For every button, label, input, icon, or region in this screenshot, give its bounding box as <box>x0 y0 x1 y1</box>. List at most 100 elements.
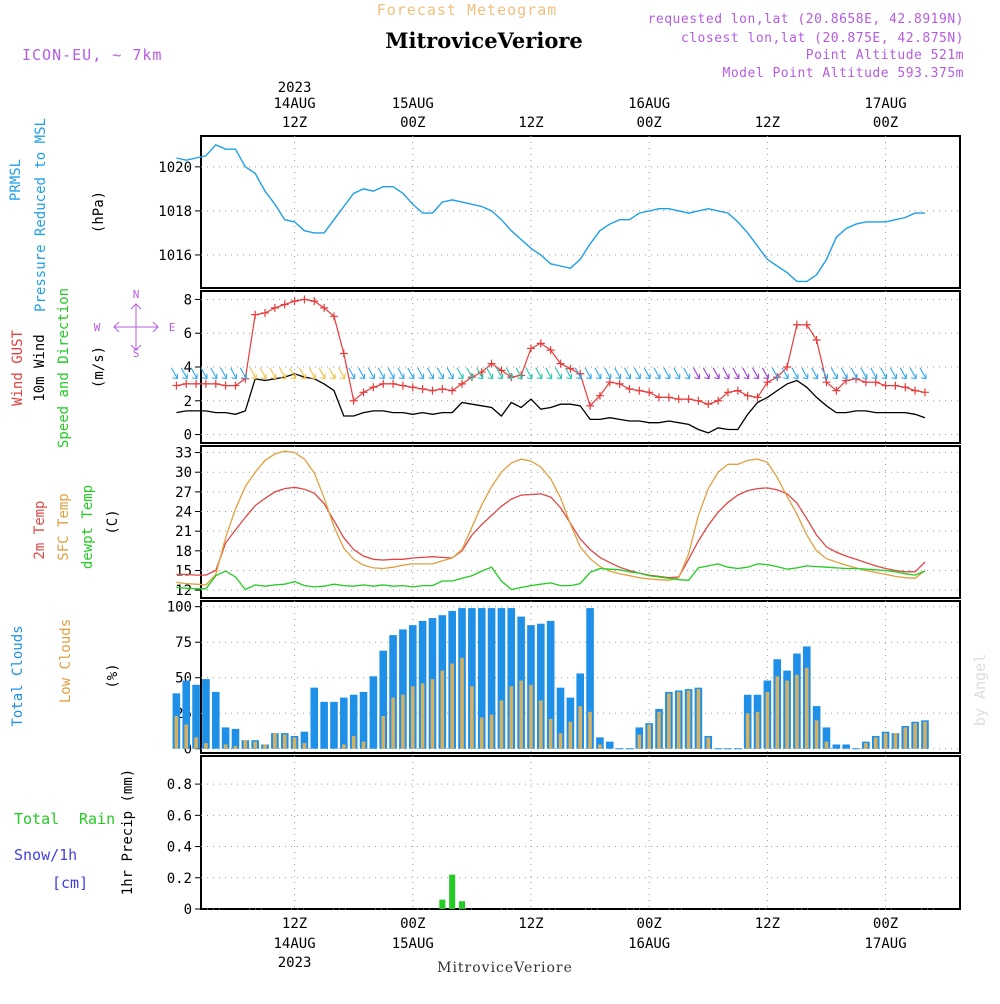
compass-n: N <box>133 288 140 301</box>
wind-arrow <box>604 367 612 380</box>
low-cloud-bar <box>401 694 405 749</box>
wind-arrow <box>791 367 799 380</box>
gust-marker <box>458 379 467 388</box>
wind-arrow <box>436 367 444 380</box>
y-tick-label: 0 <box>184 428 192 444</box>
total-cloud-bar <box>320 701 328 749</box>
y-tick-label: 1020 <box>158 160 192 176</box>
wind-arrow <box>515 367 523 380</box>
wind-arrow <box>486 367 494 380</box>
gust-marker <box>398 381 407 390</box>
subtitle: Forecast Meteogram <box>377 1 558 19</box>
low-cloud-bar <box>903 727 908 749</box>
wind-arrow <box>535 367 543 380</box>
gust-marker <box>526 344 535 353</box>
gust-marker <box>408 383 417 392</box>
compass-cross <box>113 303 159 351</box>
top-time-label: 00Z <box>637 115 662 131</box>
gust-marker <box>369 383 378 392</box>
low-cloud-bar <box>450 663 454 749</box>
wind-arrow <box>318 367 326 380</box>
top-day-label: 17AUG <box>864 96 906 112</box>
wind-arrow <box>456 367 464 380</box>
total-cloud-bar <box>202 679 210 749</box>
low-cloud-bar <box>883 733 888 749</box>
wind-arrow <box>279 367 287 380</box>
bottom-time-label: 00Z <box>400 916 425 932</box>
gust-marker <box>546 346 555 355</box>
wind-arrow <box>210 367 218 380</box>
low-cloud-bar <box>253 741 257 749</box>
gust-marker <box>861 378 870 387</box>
low-cloud-bar <box>302 743 307 749</box>
low-cloud-bar <box>647 724 651 749</box>
gust-marker <box>418 384 427 393</box>
total-cloud-bar <box>487 608 496 749</box>
gust-marker <box>251 310 260 319</box>
gust-marker <box>920 388 929 397</box>
y-label-total: Total Clouds <box>10 625 26 726</box>
low-cloud-bar <box>637 734 642 749</box>
total-cloud-bar <box>399 629 407 749</box>
gust-marker <box>280 300 289 309</box>
gust-marker <box>566 364 575 373</box>
y-label-hpa: (hPa) <box>91 191 107 233</box>
panel-frame <box>200 445 961 599</box>
bottom-day-label: 15AUG <box>392 936 434 952</box>
wind-arrow <box>525 367 533 380</box>
gust-marker <box>448 386 457 395</box>
low-cloud-bar <box>194 737 198 749</box>
wind-arrow <box>170 367 178 380</box>
gust-marker <box>300 295 309 304</box>
wind-arrow <box>820 367 829 380</box>
compass-w: W <box>94 321 101 334</box>
low-cloud-bar <box>420 683 425 749</box>
gust-marker <box>320 303 329 312</box>
low-cloud-bar <box>529 684 533 749</box>
low-cloud-bar <box>893 733 898 749</box>
gust-marker <box>832 386 841 395</box>
low-cloud-bar <box>410 686 415 749</box>
low-cloud-bar <box>174 716 179 749</box>
wind-arrow <box>426 367 435 380</box>
gust-marker <box>802 320 811 329</box>
gust-marker <box>635 386 644 395</box>
low-cloud-bar <box>795 674 799 749</box>
low-cloud-bar <box>184 724 189 749</box>
top-day-label: 16AUG <box>628 96 670 112</box>
gust-marker <box>792 320 801 329</box>
y-label-c: (C) <box>105 509 121 534</box>
gust-marker <box>536 339 545 348</box>
legend-cm: [cm] <box>52 874 88 892</box>
total-cloud-bar <box>556 687 565 749</box>
total-cloud-bar <box>192 684 200 749</box>
gust-marker <box>822 378 831 387</box>
low-cloud-bar <box>568 721 573 749</box>
top-time-label: 12Z <box>755 115 780 131</box>
gust-marker <box>674 395 683 404</box>
rain-bar <box>459 901 466 909</box>
gust-marker <box>645 388 654 397</box>
wind-arrow <box>712 367 720 380</box>
low-cloud-bar <box>519 680 523 749</box>
y-tick-label: 0.6 <box>167 808 192 824</box>
wind-arrow <box>722 367 730 380</box>
gust-marker <box>556 359 565 368</box>
wind-arrow <box>574 367 582 380</box>
wind-arrow <box>564 367 572 380</box>
low-cloud-bar <box>499 700 504 749</box>
bottom-time-label: 12Z <box>518 916 543 932</box>
compass-s: S <box>133 347 140 360</box>
total-cloud-bar <box>379 650 388 749</box>
y-label-sfc: SFC Temp <box>56 493 72 560</box>
temp2m-line <box>176 486 926 579</box>
low-cloud-bar <box>430 679 435 749</box>
bottom-day-label: 16AUG <box>628 936 670 952</box>
gust-marker <box>586 401 595 410</box>
total-cloud-bar <box>330 701 338 749</box>
wind-arrow <box>702 367 710 380</box>
low-cloud-bar <box>509 686 514 749</box>
total-cloud-bar <box>468 608 476 749</box>
